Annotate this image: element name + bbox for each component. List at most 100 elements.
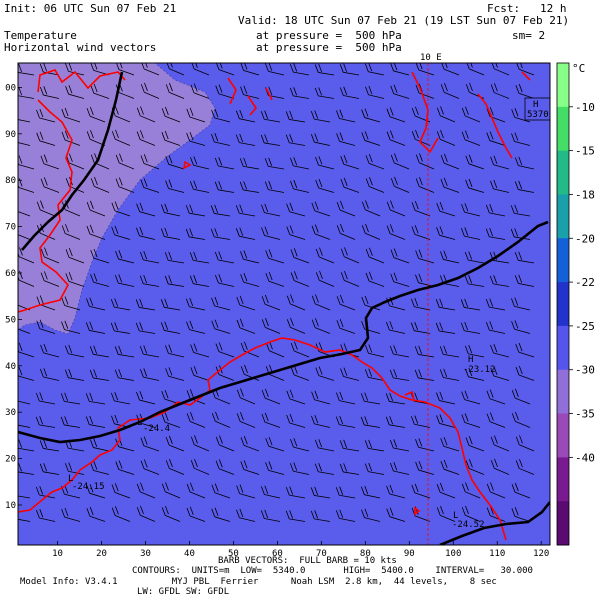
barb-feather	[214, 483, 219, 492]
barb-feather	[215, 85, 220, 94]
barb-feather	[161, 483, 166, 492]
barb-shaft	[93, 447, 110, 452]
barb-shaft	[143, 353, 160, 358]
colorbar: -10 -15 -18 -20 -22 -25 -30 -35 -40	[556, 62, 595, 546]
barb-feather	[518, 156, 523, 165]
barb-feather	[489, 412, 494, 421]
barb-feather	[339, 109, 344, 118]
barb-feather	[343, 367, 348, 376]
barb-feather	[160, 299, 165, 308]
barb-feather	[211, 320, 216, 329]
barb-feather	[489, 228, 494, 237]
barb-shaft	[93, 257, 110, 264]
barb-feather	[364, 440, 369, 449]
barb-feather	[243, 273, 248, 282]
barb-feather	[68, 462, 73, 471]
barb-shaft	[18, 72, 35, 76]
barb-feather	[344, 247, 348, 256]
barb-feather	[260, 134, 265, 144]
barb-shaft	[18, 211, 31, 217]
barb-shaft	[193, 283, 210, 287]
barb-feather	[364, 463, 369, 472]
barb-shaft	[468, 259, 485, 264]
barb-feather	[189, 107, 194, 116]
barb-feather	[243, 436, 248, 445]
barb-feather	[261, 227, 265, 236]
x-tick-label: 90	[404, 549, 415, 559]
barb-feather	[86, 108, 91, 117]
barb-shaft	[164, 115, 181, 123]
colorbar-swatch	[557, 194, 569, 239]
barb-feather	[461, 131, 466, 140]
barb-feather	[36, 132, 41, 141]
barb-feather	[435, 322, 440, 332]
colorbar-swatch	[557, 457, 569, 502]
barb-shaft	[468, 283, 485, 287]
barb-feather	[168, 179, 173, 188]
barb-feather	[339, 391, 344, 401]
barb-shaft	[168, 444, 185, 452]
barb-feather	[415, 106, 419, 115]
barb-feather	[185, 298, 190, 307]
barb-feather	[235, 205, 240, 214]
barb-feather	[511, 109, 516, 118]
barb-feather	[418, 460, 423, 470]
barb-feather	[139, 369, 144, 378]
barb-feather	[164, 130, 169, 140]
barb-feather	[336, 225, 341, 234]
barb-shaft	[339, 400, 356, 405]
barb-feather	[189, 181, 194, 190]
barb-feather	[514, 320, 519, 329]
barb-shaft	[168, 283, 185, 287]
barb-feather	[90, 200, 94, 209]
barb-feather	[18, 117, 19, 119]
barb-feather	[86, 131, 91, 140]
barb-feather	[168, 344, 173, 353]
barb-feather	[464, 322, 469, 331]
barb-feather	[90, 250, 95, 259]
barb-feather	[268, 86, 273, 95]
barb-shaft	[265, 327, 281, 334]
barb-feather	[214, 296, 219, 306]
barb-shaft	[440, 138, 456, 146]
barb-feather	[164, 252, 169, 261]
field2-name: Horizontal wind vectors	[4, 41, 157, 54]
barb-shaft	[344, 280, 360, 287]
barb-feather	[18, 398, 19, 400]
barb-feather	[439, 201, 444, 211]
barb-feather	[214, 108, 219, 118]
high-marker-1: H	[533, 100, 538, 110]
barb-feather	[368, 271, 373, 280]
barb-shaft	[440, 515, 456, 522]
barb-feather	[43, 63, 48, 72]
barb-feather	[290, 180, 294, 190]
barb-feather	[39, 319, 44, 328]
barb-feather	[115, 250, 119, 260]
barb-feather	[289, 486, 294, 495]
barb-feather	[18, 439, 23, 448]
barb-feather	[465, 106, 469, 115]
barb-feather	[261, 296, 266, 305]
barb-feather	[164, 275, 169, 285]
barb-feather	[240, 388, 244, 397]
barb-feather	[436, 203, 441, 212]
forecast-hour: Fcst: 12 h	[487, 2, 567, 15]
barb-feather	[285, 111, 290, 120]
barb-feather	[486, 507, 491, 516]
barb-shaft	[143, 445, 160, 452]
barb-feather	[335, 487, 340, 496]
barb-feather	[265, 317, 269, 327]
barb-shaft	[394, 185, 410, 193]
barb-feather	[64, 392, 69, 401]
barb-feather	[465, 368, 469, 377]
colorbar-swatch	[557, 63, 569, 108]
barb-shaft	[393, 470, 410, 475]
barb-feather	[93, 273, 98, 282]
barb-shaft	[418, 258, 435, 264]
barb-shaft	[193, 375, 210, 381]
y-tick-label: 50	[5, 315, 16, 325]
barb-shaft	[193, 260, 210, 264]
barb-shaft	[139, 422, 156, 428]
barb-feather	[364, 131, 369, 140]
barb-feather	[514, 181, 519, 190]
